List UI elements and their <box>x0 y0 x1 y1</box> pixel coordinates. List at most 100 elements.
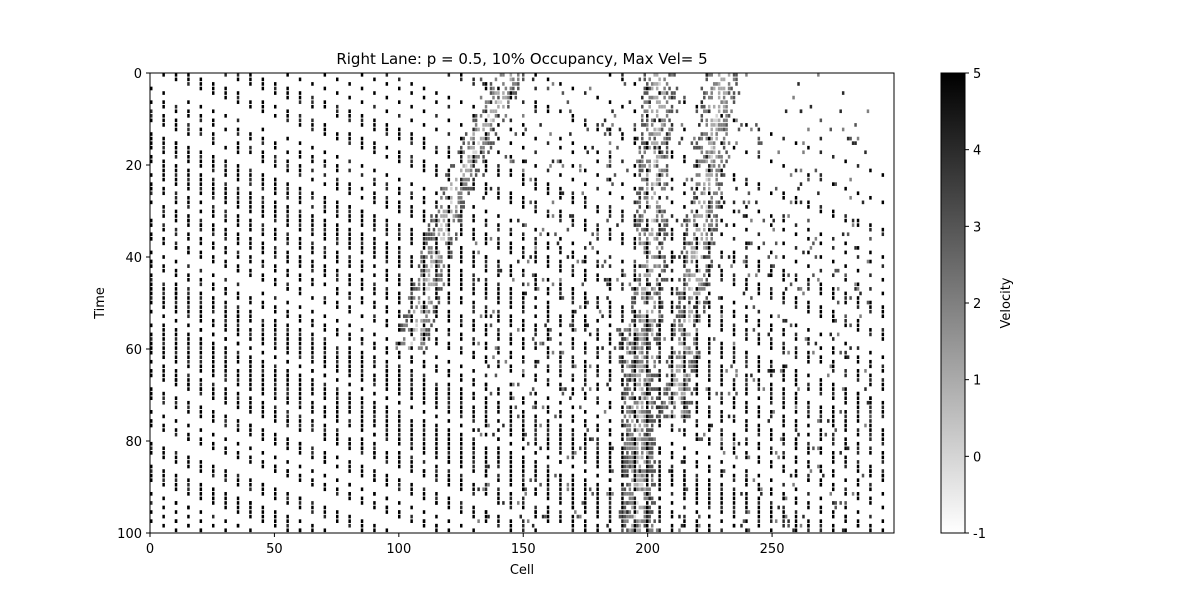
heatmap-cell <box>447 391 451 396</box>
heatmap-cell <box>693 232 696 237</box>
heatmap-cell <box>559 473 562 478</box>
heatmap-cell <box>844 341 847 346</box>
heatmap-cell <box>286 414 289 419</box>
heatmap-cell <box>487 136 490 141</box>
heatmap-cell <box>385 241 389 246</box>
heatmap-cell <box>174 123 178 127</box>
heatmap-cell <box>584 451 587 455</box>
heatmap-cell <box>588 241 592 246</box>
heatmap-cell <box>683 291 686 296</box>
heatmap-cell <box>507 104 510 109</box>
heatmap-cell <box>633 487 637 492</box>
heatmap-cell <box>174 77 178 82</box>
heatmap-cell <box>621 460 624 464</box>
heatmap-cell <box>832 523 835 528</box>
heatmap-cell <box>708 186 711 191</box>
heatmap-cell <box>348 259 351 264</box>
heatmap-cell <box>546 510 550 514</box>
heatmap-cell <box>199 519 203 523</box>
heatmap-cell <box>658 482 661 487</box>
heatmap-cell <box>695 523 699 528</box>
heatmap-cell <box>261 209 265 214</box>
heatmap-cell <box>641 186 644 191</box>
heatmap-cell <box>641 482 644 487</box>
heatmap-cell <box>856 510 860 514</box>
heatmap-cell <box>460 441 463 446</box>
heatmap-cell <box>559 323 562 328</box>
heatmap-cell <box>274 364 277 369</box>
heatmap-cell <box>757 455 761 460</box>
heatmap-cell <box>484 514 488 519</box>
heatmap-cell <box>643 264 646 268</box>
heatmap-cell <box>653 460 656 464</box>
heatmap-cell <box>584 419 587 423</box>
heatmap-cell <box>464 182 468 186</box>
heatmap-cell <box>745 305 748 309</box>
heatmap-cell <box>385 250 389 255</box>
heatmap-cell <box>435 164 438 168</box>
heatmap-cell <box>249 337 252 341</box>
heatmap-cell <box>261 460 265 464</box>
heatmap-cell <box>432 277 436 282</box>
heatmap-cell <box>422 168 426 173</box>
heatmap-cell <box>660 168 664 173</box>
heatmap-cell <box>633 277 637 282</box>
heatmap-cell <box>683 492 686 496</box>
heatmap-cell <box>336 391 339 396</box>
heatmap-cell <box>621 77 624 82</box>
heatmap-cell <box>385 432 389 437</box>
heatmap-cell <box>323 437 327 441</box>
heatmap-cell <box>646 469 649 473</box>
heatmap-cell <box>174 332 178 337</box>
heatmap-cell <box>385 195 389 200</box>
heatmap-cell <box>584 346 587 350</box>
heatmap-cell <box>472 510 475 514</box>
heatmap-cell <box>638 359 642 364</box>
heatmap-cell <box>650 118 654 123</box>
heatmap-cell <box>360 428 364 432</box>
heatmap-cell <box>658 451 661 455</box>
heatmap-cell <box>626 460 629 464</box>
heatmap-cell <box>631 455 634 460</box>
heatmap-cell <box>655 141 659 145</box>
heatmap-cell <box>700 159 704 164</box>
heatmap-cell <box>497 309 500 314</box>
heatmap-cell <box>658 77 661 82</box>
heatmap-cell <box>869 382 872 387</box>
heatmap-cell <box>628 528 632 533</box>
heatmap-cell <box>770 464 773 469</box>
heatmap-cell <box>698 241 701 246</box>
heatmap-cell <box>832 359 835 364</box>
heatmap-cell <box>658 505 661 510</box>
heatmap-cell <box>407 309 411 314</box>
heatmap-cell <box>571 473 575 478</box>
heatmap-cell <box>608 455 612 460</box>
heatmap-cell <box>596 455 599 460</box>
heatmap-cell <box>732 478 736 482</box>
heatmap-cell <box>621 182 624 186</box>
heatmap-cell <box>856 359 860 364</box>
heatmap-cell <box>631 460 634 464</box>
heatmap-cell <box>514 91 518 95</box>
heatmap-cell <box>509 523 513 528</box>
heatmap-cell <box>668 355 671 360</box>
heatmap-cell <box>472 282 475 287</box>
heatmap-cell <box>628 350 632 355</box>
heatmap-cell <box>584 378 587 382</box>
heatmap-cell <box>782 300 785 305</box>
heatmap-cell <box>646 264 649 268</box>
heatmap-cell <box>678 318 681 323</box>
heatmap-cell <box>484 182 488 186</box>
heatmap-cell <box>596 332 599 337</box>
heatmap-cell <box>497 496 500 501</box>
heatmap-cell <box>670 410 674 414</box>
heatmap-cell <box>546 328 550 332</box>
heatmap-cell <box>435 514 438 519</box>
heatmap-cell <box>348 209 351 214</box>
heatmap-cell <box>422 519 426 523</box>
heatmap-cell <box>422 246 426 250</box>
heatmap-cell <box>655 255 659 259</box>
heatmap-cell <box>489 127 493 132</box>
heatmap-cell <box>422 236 426 241</box>
heatmap-cell <box>695 145 699 150</box>
